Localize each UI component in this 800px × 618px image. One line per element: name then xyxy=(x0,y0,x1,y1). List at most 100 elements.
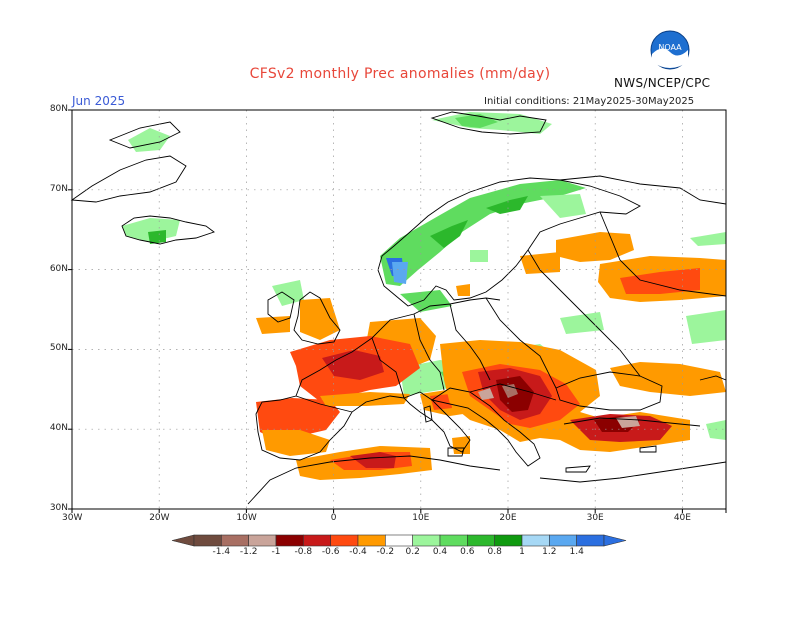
colorbar-label: 1 xyxy=(519,547,525,557)
anomaly-region xyxy=(400,290,452,312)
lat-tick-label: 50N xyxy=(49,343,68,354)
coastline xyxy=(430,111,547,135)
initial-conditions: Initial conditions: 21May2025-30May2025 xyxy=(484,96,695,107)
colorbar-segment xyxy=(412,534,441,547)
lon-tick-label: 40E xyxy=(673,513,691,523)
colorbar-segment xyxy=(439,534,468,547)
coastline xyxy=(70,155,187,203)
colorbar-segment xyxy=(467,534,495,547)
colorbar-label: -0.4 xyxy=(349,547,367,557)
anomaly-region xyxy=(560,312,604,334)
anomaly-region xyxy=(350,452,396,468)
anomaly-region xyxy=(262,430,330,456)
coastline xyxy=(247,455,501,505)
colorbar-segment xyxy=(248,534,277,547)
colorbar-segment xyxy=(221,534,249,547)
anomaly-region xyxy=(322,350,384,380)
colorbar-segment xyxy=(303,534,331,547)
coastline xyxy=(108,121,181,149)
lon-tick-label: 30W xyxy=(62,513,83,523)
coastline xyxy=(293,291,341,345)
lon-tick-label: 10W xyxy=(236,513,257,523)
anomaly-region xyxy=(706,420,726,440)
colorbar-segment xyxy=(385,534,413,547)
anomaly-region xyxy=(620,268,700,294)
colorbar-segment xyxy=(576,534,605,547)
coastline xyxy=(599,211,727,297)
lon-tick-label: 20W xyxy=(149,513,170,523)
coastline xyxy=(559,175,727,205)
noaa-logo: NOAA xyxy=(650,30,690,70)
anomaly-region xyxy=(478,388,494,400)
anomaly-region xyxy=(690,232,726,246)
colorbar-label: 0.2 xyxy=(405,547,420,557)
colorbar-label: 0.4 xyxy=(432,547,448,557)
anomaly-region xyxy=(540,194,586,218)
colorbar-label: -1.2 xyxy=(239,547,258,557)
colorbar-arrow-left xyxy=(171,534,195,547)
colorbar-segment xyxy=(330,534,359,547)
coastline xyxy=(371,337,405,399)
coastline xyxy=(295,395,353,413)
forecast-month: Jun 2025 xyxy=(72,94,126,108)
coastline xyxy=(555,371,663,411)
coastline xyxy=(447,447,465,457)
anomaly-region xyxy=(320,392,410,406)
coastline xyxy=(485,297,557,389)
coastline xyxy=(255,337,405,461)
colorbar-segment xyxy=(193,534,222,547)
anomaly-region xyxy=(272,280,304,306)
anomaly-region xyxy=(300,298,340,340)
anomaly-region xyxy=(520,252,560,274)
colorbar-label: -0.6 xyxy=(321,547,340,557)
anomaly-region xyxy=(256,316,290,334)
anomaly-region xyxy=(392,262,408,284)
lat-tick-label: 80N xyxy=(49,104,68,114)
colorbar-segment xyxy=(357,534,386,547)
coastline xyxy=(267,291,295,323)
coastline xyxy=(527,249,641,377)
lat-tick-label: 70N xyxy=(49,183,68,194)
anomaly-region xyxy=(430,220,468,248)
colorbar-label: 0.8 xyxy=(487,547,502,557)
coastline xyxy=(699,375,727,381)
svg-text:NOAA: NOAA xyxy=(658,43,682,52)
lon-tick-label: 30E xyxy=(586,513,604,523)
anomaly-region xyxy=(470,250,488,262)
coastline xyxy=(469,383,557,401)
lon-tick-label: 20E xyxy=(499,513,517,523)
colorbar-label: 0.6 xyxy=(460,547,475,557)
coastline xyxy=(539,461,727,483)
colorbar-label: -0.8 xyxy=(294,547,313,557)
lat-tick-label: 40N xyxy=(49,423,68,434)
coastline xyxy=(121,215,215,245)
coastline xyxy=(639,445,657,453)
coastline xyxy=(371,297,501,339)
anomaly-region xyxy=(148,230,166,244)
coastline xyxy=(413,313,445,391)
coastline xyxy=(563,417,701,427)
coastline xyxy=(423,405,433,423)
lat-tick-label: 60N xyxy=(49,263,68,274)
colorbar-arrow-right xyxy=(603,534,627,547)
agency-label: NWS/NCEP/CPC xyxy=(614,76,711,90)
anomaly-region xyxy=(486,196,528,214)
coastline xyxy=(449,303,491,381)
colorbar-label: -1 xyxy=(271,547,281,557)
colorbar-label: 1.4 xyxy=(569,547,584,557)
coastline xyxy=(565,465,591,473)
lon-tick-label: 0 xyxy=(330,513,337,523)
anomaly-region xyxy=(456,284,470,296)
colorbar-label: 1.2 xyxy=(542,547,557,557)
lon-tick-label: 10E xyxy=(412,513,430,523)
anomaly-region xyxy=(610,362,726,396)
coastline xyxy=(430,387,541,467)
colorbar-label: -1.4 xyxy=(212,547,231,557)
lat-tick-label: 30N xyxy=(49,503,68,513)
chart-title: CFSv2 monthly Prec anomalies (mm/day) xyxy=(249,66,551,82)
colorbar-segment xyxy=(521,534,550,547)
colorbar-segment xyxy=(549,534,577,547)
coastline xyxy=(377,177,641,307)
colorbar-segment xyxy=(494,534,523,547)
